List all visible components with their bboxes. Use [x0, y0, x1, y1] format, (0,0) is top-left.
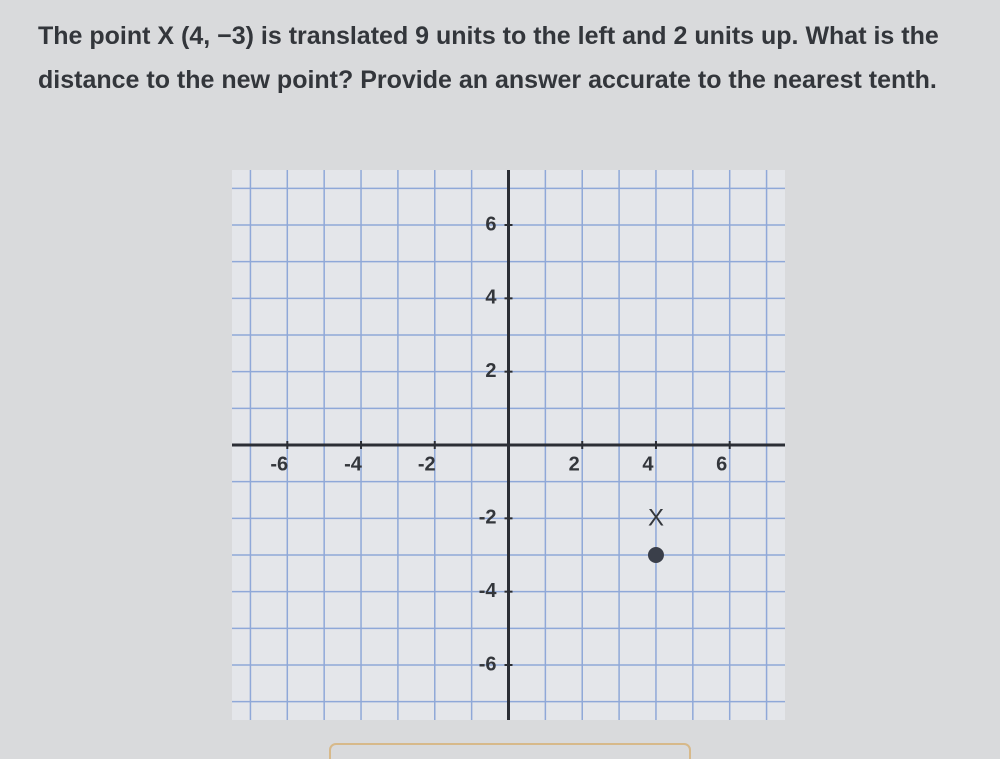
- x-tick-label: 4: [642, 453, 654, 475]
- x-tick-label: 2: [569, 453, 580, 475]
- y-tick-label: 2: [485, 360, 496, 382]
- x-tick-label: -2: [418, 453, 436, 475]
- question-text: The point X (4, −3) is translated 9 unit…: [38, 22, 939, 94]
- y-tick-label: -4: [479, 580, 498, 602]
- x-tick-label: -4: [344, 453, 363, 475]
- y-tick-label: -6: [479, 653, 497, 675]
- point-label: X: [648, 504, 664, 531]
- point: [647, 547, 664, 563]
- x-tick-label: -6: [270, 453, 288, 475]
- y-tick-label: -2: [479, 507, 497, 529]
- answer-box[interactable]: [329, 743, 691, 759]
- y-tick-label: 6: [485, 213, 496, 235]
- y-tick-label: 4: [485, 287, 497, 309]
- x-tick-label: 6: [716, 453, 727, 475]
